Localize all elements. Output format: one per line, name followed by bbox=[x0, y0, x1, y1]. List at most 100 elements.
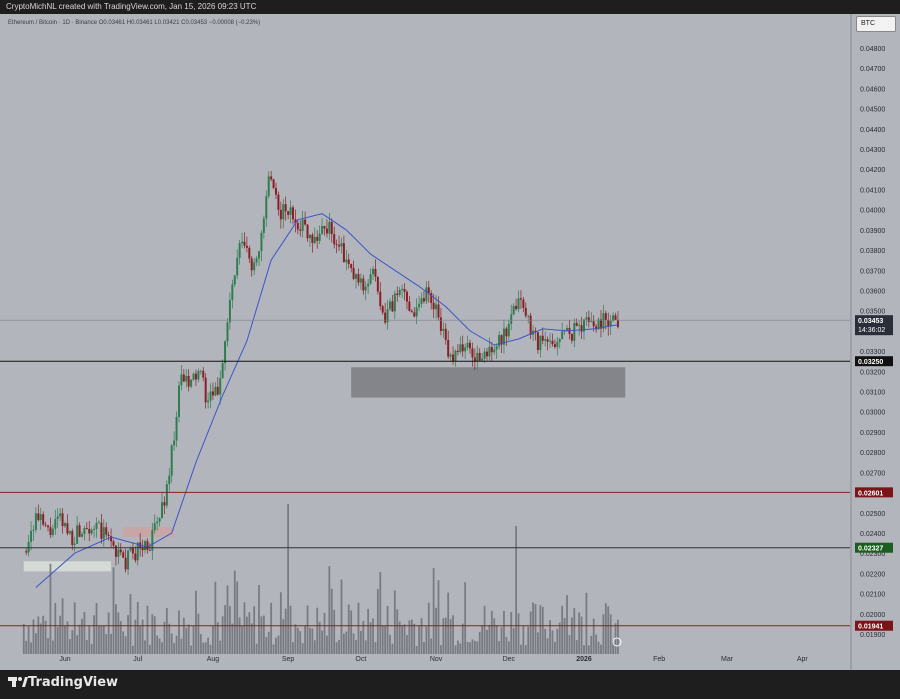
volume-bar bbox=[573, 608, 576, 654]
price-tag-0.03250: 0.03250 bbox=[858, 359, 883, 366]
candle-body bbox=[304, 219, 307, 225]
candle-body bbox=[272, 179, 275, 188]
price-tag-0.02601: 0.02601 bbox=[858, 490, 883, 497]
candle-body bbox=[236, 257, 239, 276]
price-chart[interactable]: 0.04800 0.04700 0.04600 0.04500 0.04400 0.043… bbox=[0, 14, 900, 670]
candle-body bbox=[306, 224, 309, 239]
candle-body bbox=[325, 228, 328, 234]
candle-body bbox=[219, 378, 222, 395]
candle-body bbox=[88, 528, 91, 534]
volume-bar bbox=[129, 593, 132, 654]
volume-bar bbox=[204, 642, 207, 654]
candle-body bbox=[131, 547, 134, 554]
volume-bar bbox=[401, 625, 404, 654]
candle-body bbox=[173, 440, 176, 446]
volume-bar bbox=[287, 504, 290, 654]
volume-bar bbox=[76, 635, 79, 654]
volume-bar bbox=[556, 628, 559, 654]
y-tick-label: 0.02200 bbox=[860, 571, 885, 578]
volume-bar bbox=[190, 645, 193, 654]
candle-body bbox=[54, 519, 57, 529]
candle-body bbox=[56, 516, 59, 520]
volume-bar bbox=[534, 604, 537, 654]
candle-body bbox=[289, 207, 292, 215]
candle-body bbox=[277, 194, 280, 210]
volume-bar bbox=[277, 635, 280, 654]
candle-body bbox=[517, 298, 520, 310]
volume-bar bbox=[350, 610, 353, 654]
candle-body bbox=[515, 305, 518, 310]
y-tick-label: 0.03900 bbox=[860, 228, 885, 235]
candle-body bbox=[85, 528, 88, 529]
y-tick-label: 0.04400 bbox=[860, 127, 885, 134]
candle-body bbox=[488, 346, 491, 357]
volume-bar bbox=[78, 624, 81, 654]
candle-body bbox=[204, 377, 207, 403]
volume-bar bbox=[440, 645, 442, 654]
volume-bar bbox=[587, 645, 590, 654]
volume-bar bbox=[141, 619, 144, 654]
candle-body bbox=[49, 527, 52, 536]
candle-body bbox=[512, 305, 515, 315]
volume-bar bbox=[425, 626, 428, 654]
volume-bar bbox=[343, 633, 345, 654]
candle-body bbox=[158, 518, 161, 522]
volume-bar bbox=[459, 643, 462, 654]
candle-body bbox=[258, 251, 261, 259]
candle-body bbox=[345, 259, 348, 263]
volume-bar bbox=[609, 614, 612, 654]
candle-body bbox=[39, 514, 42, 521]
volume-bar bbox=[151, 614, 154, 654]
candle-body bbox=[216, 386, 219, 395]
volume-bar bbox=[507, 641, 510, 654]
candle-body bbox=[524, 307, 527, 316]
volume-bar bbox=[570, 617, 573, 654]
zone-box-0 bbox=[351, 367, 626, 398]
tradingview-logo-icon bbox=[8, 677, 28, 687]
currency-tag[interactable]: BTC bbox=[856, 16, 896, 32]
volume-bar bbox=[175, 635, 178, 654]
candle-body bbox=[376, 276, 379, 292]
candle-body bbox=[66, 523, 69, 534]
volume-bar bbox=[192, 625, 195, 654]
top-attribution-bar: CryptoMichNL created with TradingView.co… bbox=[0, 0, 900, 14]
volume-bar bbox=[541, 606, 544, 654]
volume-bar bbox=[437, 580, 440, 654]
candle-body bbox=[241, 241, 244, 244]
volume-bar bbox=[393, 590, 396, 654]
volume-bar bbox=[260, 616, 263, 654]
volume-bar bbox=[139, 625, 142, 654]
candle-body bbox=[311, 234, 314, 243]
y-tick-label: 0.04500 bbox=[860, 107, 885, 114]
volume-bar bbox=[144, 640, 146, 654]
volume-bar bbox=[321, 630, 323, 654]
y-tick-label: 0.03500 bbox=[860, 309, 885, 316]
volume-bar bbox=[95, 603, 98, 654]
volume-bar bbox=[262, 615, 265, 654]
candle-body bbox=[180, 374, 183, 386]
candle-body bbox=[248, 247, 251, 259]
volume-bar bbox=[481, 625, 484, 654]
volume-bar bbox=[338, 639, 340, 654]
candle-body bbox=[187, 375, 190, 387]
volume-bar bbox=[432, 568, 435, 654]
y-tick-label: 0.04800 bbox=[860, 46, 885, 53]
candle-body bbox=[549, 340, 552, 342]
zone-box-2 bbox=[123, 526, 175, 538]
volume-bar bbox=[93, 615, 96, 654]
volume-bar bbox=[224, 605, 226, 654]
volume-bar bbox=[333, 609, 336, 654]
y-tick-label: 0.04600 bbox=[860, 86, 885, 93]
volume-bar bbox=[522, 626, 525, 654]
candle-body bbox=[430, 293, 433, 303]
candle-body bbox=[449, 354, 452, 357]
volume-bar bbox=[265, 636, 268, 654]
volume-bar bbox=[161, 642, 163, 654]
volume-bar bbox=[595, 634, 598, 654]
candle-body bbox=[546, 339, 549, 342]
volume-bar bbox=[444, 617, 447, 654]
candle-body bbox=[90, 529, 93, 534]
volume-bars bbox=[22, 504, 619, 654]
candle-body bbox=[199, 370, 202, 372]
candle-body bbox=[473, 357, 476, 362]
